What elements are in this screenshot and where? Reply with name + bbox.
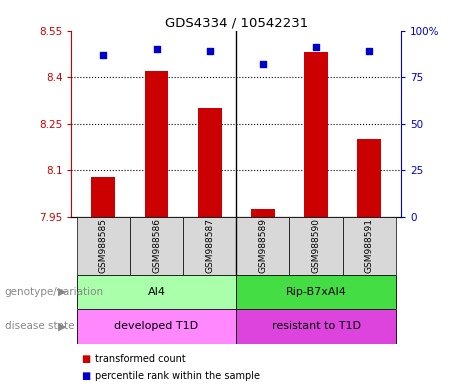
Text: GSM988591: GSM988591 [365,218,374,273]
Text: GSM988587: GSM988587 [205,218,214,273]
Bar [357,139,381,217]
Bar [77,217,130,275]
Text: ▶: ▶ [59,287,67,297]
Text: resistant to T1D: resistant to T1D [272,321,361,331]
Text: GSM988586: GSM988586 [152,218,161,273]
Text: percentile rank within the sample: percentile rank within the sample [95,371,260,381]
Point [366,48,373,54]
Bar [77,309,236,344]
Bar [290,217,343,275]
Bar [198,108,222,217]
Title: GDS4334 / 10542231: GDS4334 / 10542231 [165,17,308,30]
Text: Rip-B7xAI4: Rip-B7xAI4 [285,287,347,297]
Text: ■: ■ [81,354,90,364]
Bar [130,217,183,275]
Text: GSM988589: GSM988589 [258,218,267,273]
Text: ▶: ▶ [59,321,67,331]
Text: disease state: disease state [5,321,74,331]
Bar [304,53,328,217]
Point [153,46,160,52]
Bar [251,209,275,217]
Bar [183,217,236,275]
Point [100,52,107,58]
Text: GSM988590: GSM988590 [312,218,320,273]
Bar [236,309,396,344]
Text: ■: ■ [81,371,90,381]
Text: transformed count: transformed count [95,354,185,364]
Point [206,48,213,54]
Text: genotype/variation: genotype/variation [5,287,104,297]
Bar [236,275,396,309]
Bar [145,71,168,217]
Text: GSM988585: GSM988585 [99,218,108,273]
Bar [77,275,236,309]
Bar [91,177,115,217]
Text: developed T1D: developed T1D [114,321,199,331]
Bar [343,217,396,275]
Text: AI4: AI4 [148,287,165,297]
Point [259,61,266,67]
Point [312,45,319,51]
Bar [236,217,290,275]
